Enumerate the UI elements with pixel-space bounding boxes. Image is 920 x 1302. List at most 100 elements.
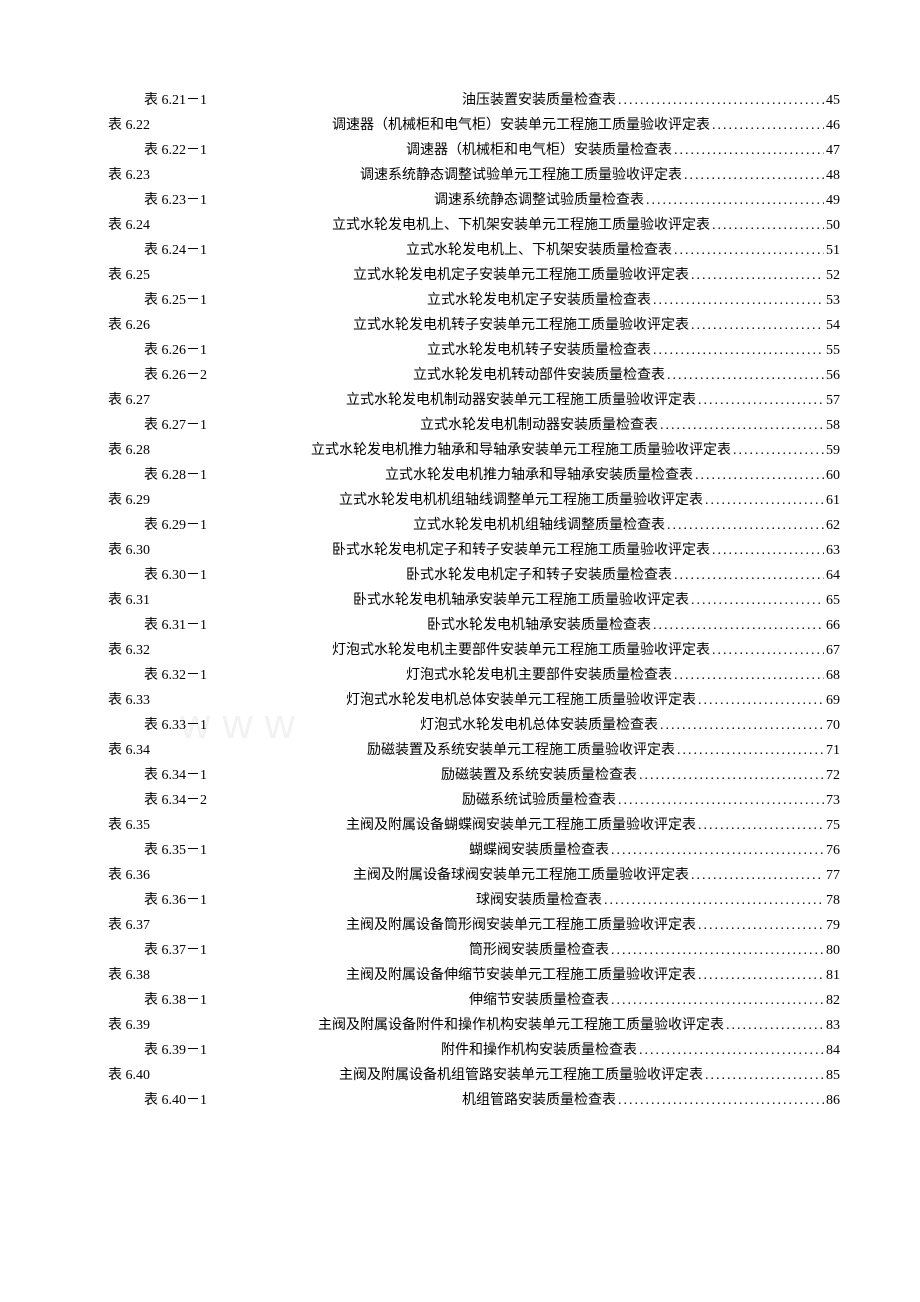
toc-leader-dots: ........................................… — [698, 813, 824, 838]
toc-title: 蝴蝶阀安装质量检查表 — [469, 838, 609, 863]
toc-title: 励磁装置及系统安装单元工程施工质量验收评定表 — [367, 738, 675, 763]
toc-label: 表 6.29 — [108, 488, 208, 513]
toc-label: 表 6.36 — [108, 863, 208, 888]
toc-title-wrap: 主阀及附属设备机组管路安装单元工程施工质量验收评定表..............… — [208, 1063, 826, 1088]
toc-page-number: 55 — [826, 338, 840, 363]
toc-title-wrap: 主阀及附属设备蝴蝶阀安装单元工程施工质量验收评定表...............… — [208, 813, 826, 838]
toc-leader-dots: ........................................… — [611, 938, 824, 963]
toc-label: 表 6.34 — [108, 738, 208, 763]
toc-title-wrap: 蝴蝶阀安装质量检查表..............................… — [244, 838, 826, 863]
toc-page-number: 52 — [826, 263, 840, 288]
toc-title: 卧式水轮发电机定子和转子安装质量检查表 — [406, 563, 672, 588]
toc-page-number: 68 — [826, 663, 840, 688]
toc-label: 表 6.26－1 — [108, 338, 244, 363]
toc-leader-dots: ........................................… — [618, 788, 824, 813]
toc-title: 主阀及附属设备机组管路安装单元工程施工质量验收评定表 — [339, 1063, 703, 1088]
toc-page-number: 56 — [826, 363, 840, 388]
toc-title: 卧式水轮发电机轴承安装单元工程施工质量验收评定表 — [353, 588, 689, 613]
toc-title-wrap: 立式水轮发电机机组轴线调整单元工程施工质量验收评定表..............… — [208, 488, 826, 513]
toc-label: 表 6.33 — [108, 688, 208, 713]
toc-title: 调速器（机械柜和电气柜）安装质量检查表 — [406, 138, 672, 163]
toc-label: 表 6.25－1 — [108, 288, 244, 313]
toc-title-wrap: 立式水轮发电机上、下机架安装质量检查表.....................… — [244, 238, 826, 263]
toc-title-wrap: 卧式水轮发电机轴承安装单元工程施工质量验收评定表................… — [208, 588, 826, 613]
toc-label: 表 6.24 — [108, 213, 208, 238]
toc-entry: 表 6.39－1附件和操作机构安装质量检查表..................… — [108, 1038, 840, 1063]
toc-leader-dots: ........................................… — [674, 563, 824, 588]
toc-title: 附件和操作机构安装质量检查表 — [441, 1038, 637, 1063]
toc-page: 表 6.21－1油压装置安装质量检查表.....................… — [0, 0, 920, 1113]
toc-title-wrap: 立式水轮发电机制动器安装质量检查表.......................… — [244, 413, 826, 438]
toc-page-number: 51 — [826, 238, 840, 263]
toc-label: 表 6.23 — [108, 163, 208, 188]
toc-leader-dots: ........................................… — [653, 613, 824, 638]
toc-leader-dots: ........................................… — [618, 1088, 824, 1113]
toc-container: 表 6.21－1油压装置安装质量检查表.....................… — [108, 88, 840, 1113]
toc-page-number: 85 — [826, 1063, 840, 1088]
toc-page-number: 73 — [826, 788, 840, 813]
toc-title: 灯泡式水轮发电机主要部件安装单元工程施工质量验收评定表 — [332, 638, 710, 663]
toc-label: 表 6.37 — [108, 913, 208, 938]
toc-entry: 表 6.38－1伸缩节安装质量检查表......................… — [108, 988, 840, 1013]
toc-page-number: 59 — [826, 438, 840, 463]
toc-title: 灯泡式水轮发电机总体安装单元工程施工质量验收评定表 — [346, 688, 696, 713]
toc-label: 表 6.28 — [108, 438, 208, 463]
toc-page-number: 72 — [826, 763, 840, 788]
toc-leader-dots: ........................................… — [691, 263, 824, 288]
toc-label: 表 6.26－2 — [108, 363, 244, 388]
toc-entry: 表 6.31－1卧式水轮发电机轴承安装质量检查表................… — [108, 613, 840, 638]
toc-entry: 表 6.33灯泡式水轮发电机总体安装单元工程施工质量验收评定表.........… — [108, 688, 840, 713]
toc-page-number: 50 — [826, 213, 840, 238]
toc-page-number: 46 — [826, 113, 840, 138]
toc-entry: 表 6.34－1励磁装置及系统安装质量检查表..................… — [108, 763, 840, 788]
toc-leader-dots: ........................................… — [611, 988, 824, 1013]
toc-page-number: 77 — [826, 863, 840, 888]
toc-page-number: 53 — [826, 288, 840, 313]
toc-label: 表 6.22 — [108, 113, 208, 138]
toc-title-wrap: 调速系统静态调整试验质量检查表.........................… — [244, 188, 826, 213]
toc-page-number: 71 — [826, 738, 840, 763]
toc-label: 表 6.26 — [108, 313, 208, 338]
toc-title-wrap: 灯泡式水轮发电机总体安装单元工程施工质量验收评定表...............… — [208, 688, 826, 713]
toc-page-number: 84 — [826, 1038, 840, 1063]
toc-page-number: 70 — [826, 713, 840, 738]
toc-title: 筒形阀安装质量检查表 — [469, 938, 609, 963]
toc-leader-dots: ........................................… — [698, 913, 824, 938]
toc-label: 表 6.23－1 — [108, 188, 244, 213]
toc-title-wrap: 灯泡式水轮发电机主要部件安装质量检查表.....................… — [244, 663, 826, 688]
toc-label: 表 6.24－1 — [108, 238, 244, 263]
toc-leader-dots: ........................................… — [660, 413, 824, 438]
toc-title: 励磁系统试验质量检查表 — [462, 788, 616, 813]
toc-leader-dots: ........................................… — [653, 288, 824, 313]
toc-leader-dots: ........................................… — [618, 88, 824, 113]
toc-leader-dots: ........................................… — [705, 488, 824, 513]
toc-leader-dots: ........................................… — [674, 663, 824, 688]
toc-label: 表 6.39－1 — [108, 1038, 244, 1063]
toc-title-wrap: 立式水轮发电机转子安装质量检查表........................… — [244, 338, 826, 363]
toc-leader-dots: ........................................… — [698, 688, 824, 713]
toc-leader-dots: ........................................… — [691, 313, 824, 338]
toc-leader-dots: ........................................… — [646, 188, 824, 213]
toc-title: 调速系统静态调整试验质量检查表 — [434, 188, 644, 213]
toc-title: 立式水轮发电机转子安装质量检查表 — [427, 338, 651, 363]
toc-leader-dots: ........................................… — [611, 838, 824, 863]
toc-entry: 表 6.37－1筒形阀安装质量检查表......................… — [108, 938, 840, 963]
toc-page-number: 67 — [826, 638, 840, 663]
toc-page-number: 48 — [826, 163, 840, 188]
toc-page-number: 75 — [826, 813, 840, 838]
toc-page-number: 47 — [826, 138, 840, 163]
toc-entry: 表 6.26－1立式水轮发电机转子安装质量检查表................… — [108, 338, 840, 363]
toc-page-number: 61 — [826, 488, 840, 513]
toc-leader-dots: ........................................… — [691, 863, 824, 888]
toc-leader-dots: ........................................… — [712, 213, 824, 238]
toc-title-wrap: 卧式水轮发电机定子和转子安装单元工程施工质量验收评定表.............… — [208, 538, 826, 563]
toc-entry: 表 6.34－2励磁系统试验质量检查表.....................… — [108, 788, 840, 813]
toc-title: 主阀及附属设备伸缩节安装单元工程施工质量验收评定表 — [346, 963, 696, 988]
toc-title-wrap: 立式水轮发电机转动部件安装质量检查表......................… — [244, 363, 826, 388]
toc-label: 表 6.38－1 — [108, 988, 244, 1013]
toc-label: 表 6.31－1 — [108, 613, 244, 638]
toc-title-wrap: 励磁装置及系统安装质量检查表..........................… — [244, 763, 826, 788]
toc-title-wrap: 励磁装置及系统安装单元工程施工质量验收评定表..................… — [208, 738, 826, 763]
toc-entry: 表 6.25立式水轮发电机定子安装单元工程施工质量验收评定表..........… — [108, 263, 840, 288]
toc-entry: 表 6.27立式水轮发电机制动器安装单元工程施工质量验收评定表.........… — [108, 388, 840, 413]
